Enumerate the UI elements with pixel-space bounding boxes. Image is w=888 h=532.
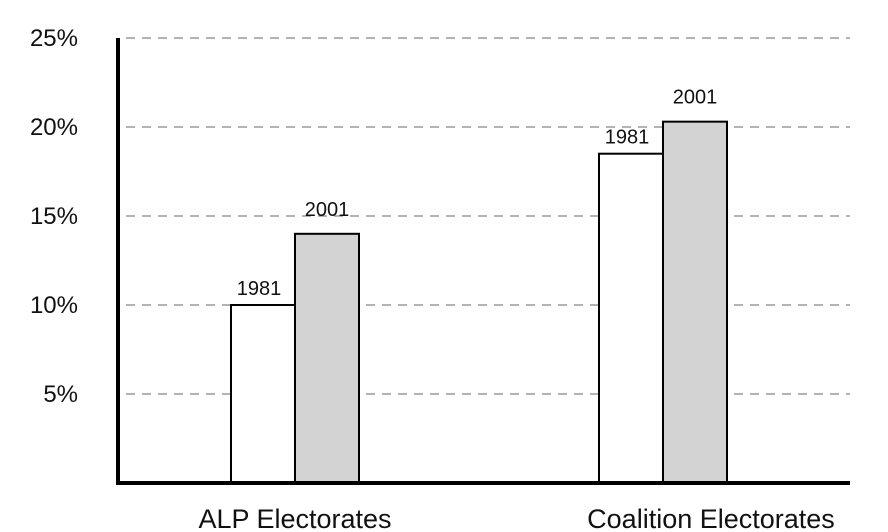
category-label: ALP Electorates: [198, 504, 391, 532]
y-tick-label: 20%: [30, 114, 78, 141]
category-label: Coalition Electorates: [587, 504, 835, 532]
bar-label-1981: 1981: [605, 127, 650, 149]
bars: [230, 120, 728, 484]
bar-1981-1: [598, 152, 664, 484]
y-tick-label: 5%: [43, 381, 78, 408]
y-tick-label: 10%: [30, 292, 78, 319]
bar-label-2001: 2001: [305, 199, 350, 221]
category-labels: ALP Electorates Coalition Electorates: [198, 504, 834, 532]
bar-2001-1: [662, 120, 728, 484]
y-tick-label: 25%: [30, 25, 78, 52]
y-tick-labels: 5% 10% 15% 20% 25%: [30, 25, 78, 408]
bar-1981-0: [230, 304, 296, 484]
bar-label-1981: 1981: [237, 278, 282, 300]
y-tick-label: 15%: [30, 203, 78, 230]
bar-label-2001: 2001: [673, 87, 718, 109]
bar-data-labels: 1981 2001 1981 2001: [237, 87, 718, 300]
bar-2001-0: [294, 232, 360, 484]
